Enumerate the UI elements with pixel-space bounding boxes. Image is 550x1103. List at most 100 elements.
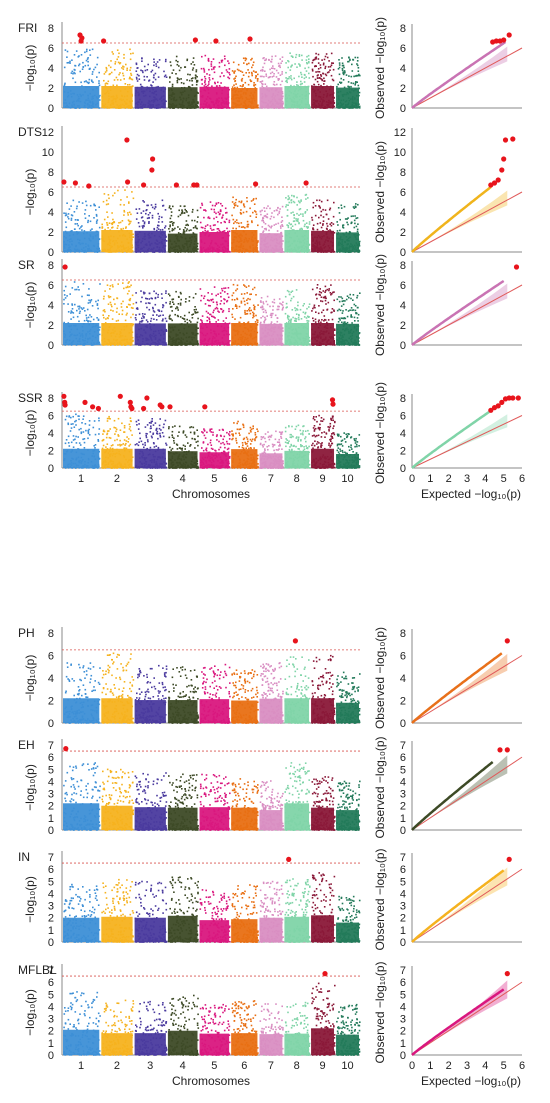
snp-point xyxy=(281,60,283,62)
significant-snp-point xyxy=(141,182,147,188)
snp-point xyxy=(246,302,249,305)
snp-point xyxy=(83,319,86,322)
snp-point xyxy=(297,218,299,220)
snp-point xyxy=(267,205,269,207)
snp-point xyxy=(279,66,281,69)
snp-point xyxy=(172,229,175,231)
snp-point xyxy=(192,227,195,229)
snp-point xyxy=(136,78,138,80)
snp-point xyxy=(123,78,125,80)
snp-point xyxy=(130,213,132,216)
snp-point xyxy=(143,292,145,295)
snp-point xyxy=(127,282,130,284)
snp-point xyxy=(333,105,336,108)
snp-point xyxy=(242,84,244,86)
snp-point xyxy=(105,69,108,72)
snp-point xyxy=(67,213,70,215)
snp-point xyxy=(317,58,320,60)
snp-point xyxy=(254,83,257,86)
snp-point xyxy=(143,79,146,81)
snp-point xyxy=(273,84,276,86)
snp-point xyxy=(73,211,76,213)
snp-point xyxy=(185,210,187,212)
snp-point xyxy=(342,227,345,229)
snp-point xyxy=(259,210,262,213)
snp-point xyxy=(128,290,130,292)
snp-point xyxy=(74,303,76,306)
snp-point xyxy=(329,69,331,71)
significant-snp-point xyxy=(101,38,107,44)
snp-point xyxy=(213,208,215,211)
snp-point xyxy=(328,208,331,211)
snp-density-band xyxy=(311,86,335,108)
snp-point xyxy=(146,209,148,211)
snp-point xyxy=(138,74,140,77)
snp-point xyxy=(140,212,143,214)
snp-point xyxy=(252,70,255,72)
snp-point xyxy=(89,49,91,51)
snp-point xyxy=(296,196,298,199)
snp-point xyxy=(165,100,167,103)
snp-point xyxy=(261,68,264,71)
snp-point xyxy=(261,82,263,85)
y-tick-label: 2 xyxy=(48,83,54,95)
snp-point xyxy=(72,312,75,314)
snp-point xyxy=(129,58,132,61)
snp-point xyxy=(210,63,213,65)
snp-point xyxy=(232,196,234,199)
snp-point xyxy=(235,304,237,306)
snp-point xyxy=(231,214,233,217)
snp-point xyxy=(164,209,167,211)
snp-point xyxy=(287,195,290,197)
snp-point xyxy=(246,225,248,228)
snp-point xyxy=(117,283,119,285)
snp-point xyxy=(64,214,67,217)
snp-point xyxy=(122,68,125,70)
snp-point xyxy=(88,78,91,81)
snp-point xyxy=(169,217,172,220)
snp-point xyxy=(76,315,79,318)
snp-point xyxy=(250,309,252,312)
snp-point xyxy=(245,72,247,74)
snp-point xyxy=(240,293,243,295)
snp-point xyxy=(239,85,242,87)
snp-point xyxy=(196,321,199,324)
snp-point xyxy=(278,298,281,300)
snp-point xyxy=(96,317,98,319)
snp-point xyxy=(141,317,143,320)
snp-point xyxy=(215,294,217,297)
snp-point xyxy=(240,300,243,303)
snp-point xyxy=(165,301,167,304)
chromosome-points-3 xyxy=(134,57,168,109)
snp-point xyxy=(294,63,296,65)
snp-point xyxy=(356,56,359,59)
snp-point xyxy=(236,86,239,89)
snp-point xyxy=(354,84,356,86)
snp-point xyxy=(98,80,100,82)
snp-point xyxy=(117,56,120,58)
snp-point xyxy=(186,211,188,213)
snp-point xyxy=(254,87,257,89)
snp-point xyxy=(192,77,194,79)
snp-point xyxy=(64,221,67,223)
snp-point xyxy=(95,220,98,223)
snp-point xyxy=(221,287,223,290)
snp-point xyxy=(110,71,113,74)
snp-point xyxy=(92,81,94,84)
snp-point xyxy=(320,200,323,203)
snp-point xyxy=(153,318,155,320)
snp-point xyxy=(80,226,82,228)
observed-points-curve xyxy=(411,40,507,109)
significant-snp-point xyxy=(61,179,67,185)
snp-point xyxy=(81,225,83,227)
snp-point xyxy=(78,227,81,230)
snp-point xyxy=(325,227,328,230)
snp-point xyxy=(93,217,95,219)
snp-point xyxy=(188,296,191,298)
snp-point xyxy=(142,315,144,317)
snp-point xyxy=(162,318,164,320)
snp-point xyxy=(270,61,273,63)
snp-point xyxy=(281,225,284,227)
snp-point xyxy=(356,217,359,219)
snp-point xyxy=(266,315,268,317)
